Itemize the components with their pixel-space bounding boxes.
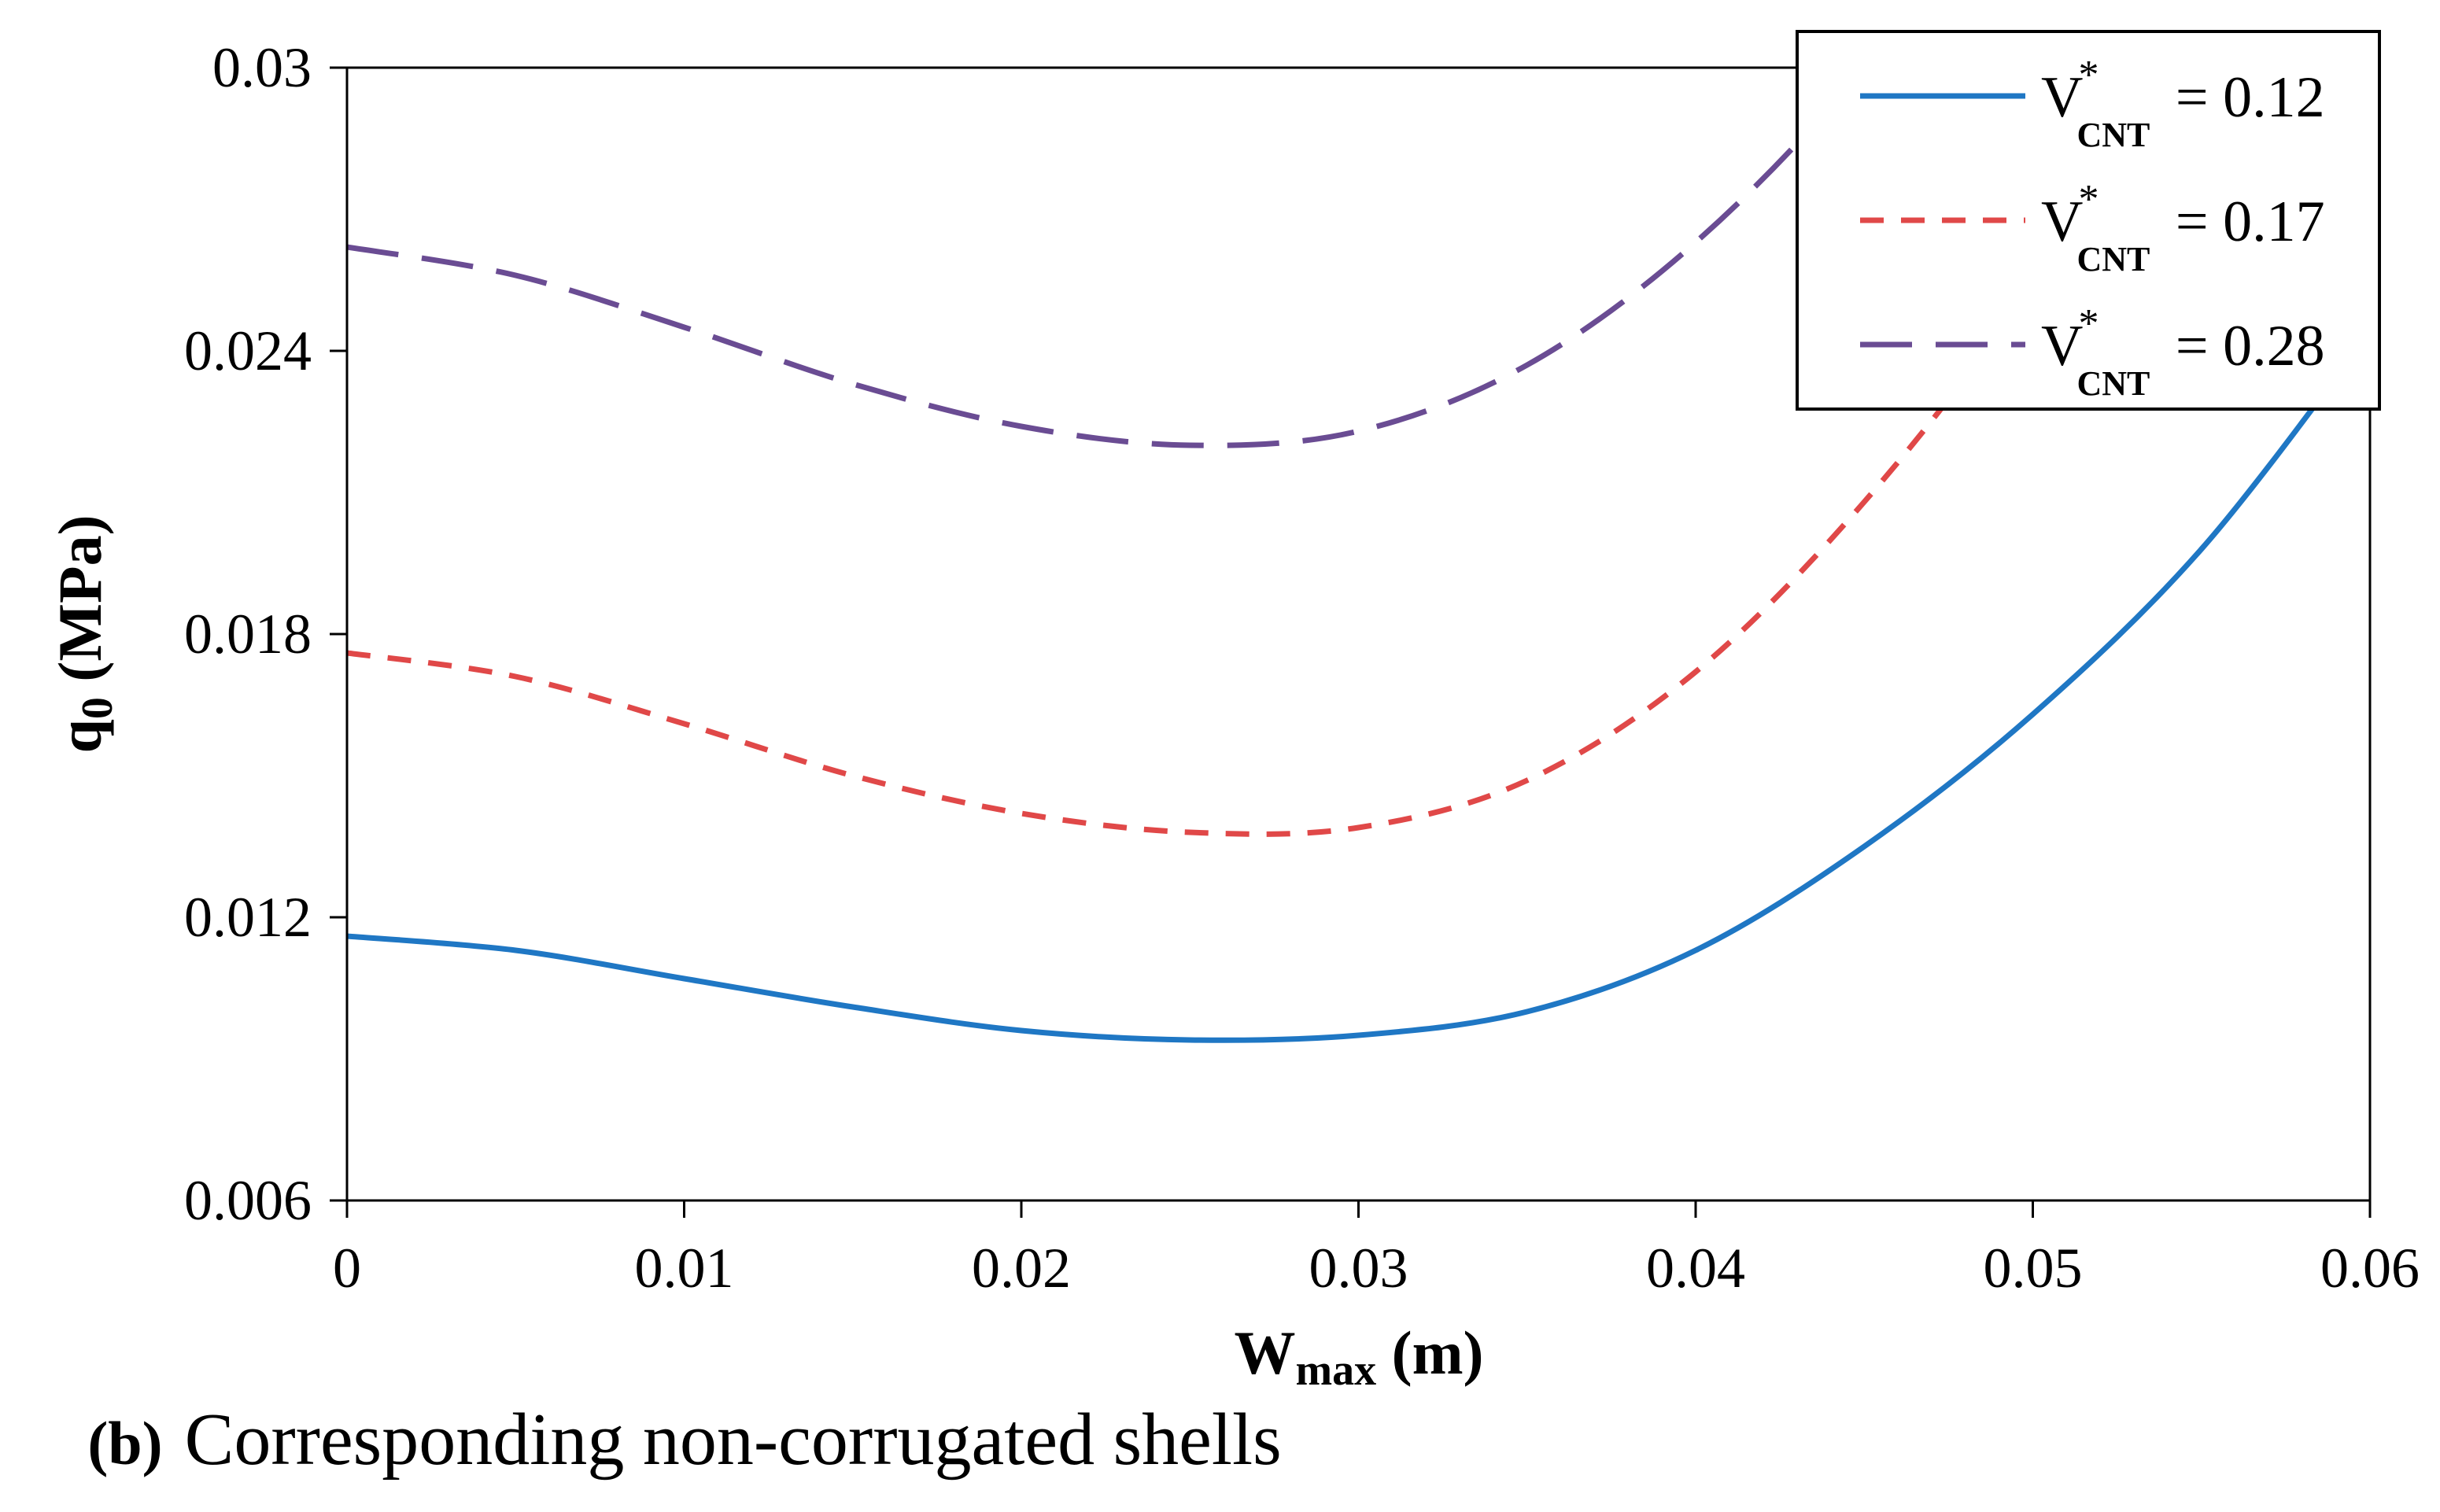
caption-text: Corresponding non-corrugated shells [184, 1399, 1282, 1481]
x-tick-label: 0.04 [1646, 1237, 1745, 1300]
legend-label-2: V* CNT = 0.17 [2041, 177, 2325, 278]
caption-label: (b) [87, 1409, 163, 1477]
y-tick-label: 0.006 [184, 1169, 312, 1232]
x-tick-label: 0.03 [1309, 1237, 1408, 1300]
x-tick-label: 0.01 [635, 1237, 734, 1300]
x-tick-label: 0.06 [2320, 1237, 2420, 1300]
y-tick-label: 0.03 [212, 36, 312, 99]
y-tick-label: 0.018 [184, 603, 312, 666]
series-line-1 [347, 330, 2370, 1043]
y-tick-label: 0.012 [184, 886, 312, 949]
x-tick-label: 0.05 [1984, 1237, 2083, 1300]
figure-caption: (b) Corresponding non-corrugated shells [0, 1396, 1369, 1487]
legend-label-1: V* CNT = 0.12 [2041, 53, 2325, 154]
series-line-3 [347, 68, 1868, 448]
x-axis-title: Wmax (m) [1234, 1318, 1483, 1395]
legend: V* CNT = 0.12 V* CNT = 0.17 V* CNT = 0.28 [1796, 30, 2381, 411]
series-line-2 [347, 68, 2177, 837]
x-tick-label: 0.02 [972, 1237, 1071, 1300]
x-tick-label: 0 [333, 1237, 361, 1300]
y-axis-title: q0 (MPa) [46, 514, 122, 753]
legend-label-3: V* CNT = 0.28 [2041, 301, 2325, 403]
y-tick-label: 0.024 [184, 319, 312, 382]
